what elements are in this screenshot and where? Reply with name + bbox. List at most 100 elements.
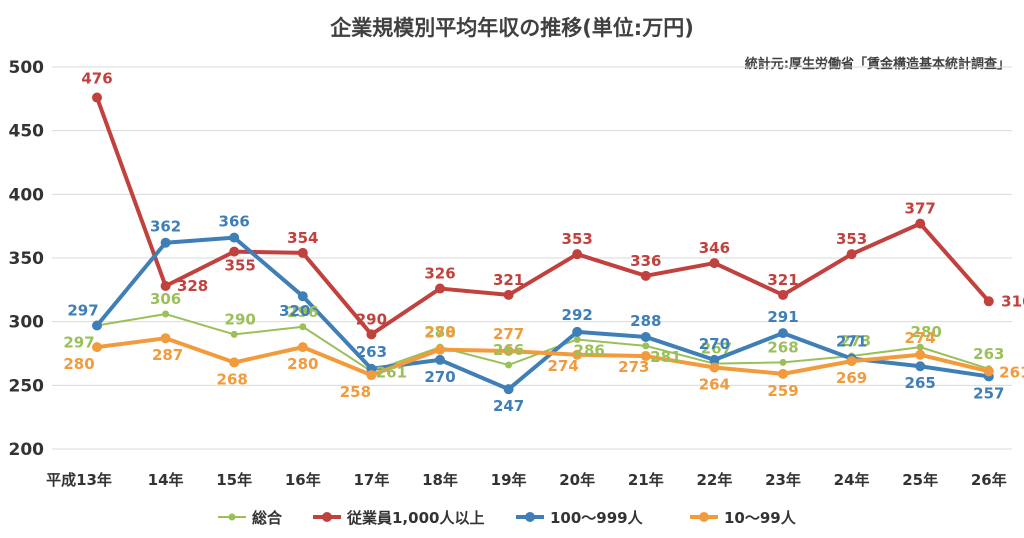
data-point <box>229 357 240 368</box>
data-label: 273 <box>618 358 649 376</box>
data-label: 261 <box>999 363 1024 381</box>
data-point <box>779 358 787 366</box>
legend-item-0: 総合 <box>218 509 283 527</box>
x-tick-label: 19年 <box>491 471 527 489</box>
data-point <box>366 370 377 381</box>
data-point <box>915 218 926 229</box>
data-point <box>297 247 308 258</box>
x-tick-label: 平成13年 <box>46 471 112 489</box>
data-point <box>778 368 788 379</box>
data-label: 354 <box>287 229 318 247</box>
data-label: 274 <box>548 357 579 375</box>
series-line <box>95 96 991 337</box>
legend: 総合 従業員1,000人以上 100〜999人 10〜99人 <box>218 509 797 527</box>
series-2 <box>92 232 994 395</box>
data-label: 264 <box>699 376 730 394</box>
data-point <box>503 289 514 300</box>
data-point <box>160 333 171 344</box>
data-point <box>709 362 720 373</box>
data-point <box>435 354 445 365</box>
legend-item-2: 100〜999人 <box>516 509 644 527</box>
data-point <box>640 351 651 362</box>
data-label: 278 <box>424 324 455 342</box>
data-point <box>92 320 102 331</box>
data-label: 290 <box>356 310 387 328</box>
data-label: 321 <box>767 271 798 289</box>
data-point <box>505 361 513 369</box>
data-point <box>572 249 583 260</box>
data-label: 306 <box>150 290 181 308</box>
data-point <box>435 283 445 294</box>
x-axis-ticks: 平成13年 14年 15年 16年 17年 18年 19年 20年 21年 22年 23年 24年 25… <box>46 471 1007 489</box>
legend-label: 従業員1,000人以上 <box>346 509 484 527</box>
data-label: 257 <box>973 384 1004 402</box>
data-label: 258 <box>340 383 371 401</box>
data-point <box>709 258 720 269</box>
legend-marker <box>228 513 236 521</box>
x-tick-label: 18年 <box>422 471 458 489</box>
data-label: 321 <box>493 271 524 289</box>
data-label: 366 <box>219 213 250 231</box>
data-point <box>229 232 240 243</box>
data-point <box>640 270 651 281</box>
grid-lines <box>52 66 1012 450</box>
data-label: 270 <box>699 335 730 353</box>
data-label: 328 <box>177 277 208 295</box>
data-point <box>983 366 994 377</box>
x-tick-label: 15年 <box>216 471 252 489</box>
x-tick-label: 25年 <box>902 471 938 489</box>
data-label: 346 <box>699 239 730 257</box>
data-point <box>297 291 308 302</box>
data-point <box>160 237 171 248</box>
data-label: 270 <box>424 368 455 386</box>
data-point <box>299 323 307 331</box>
data-label: 287 <box>152 346 183 364</box>
x-tick-label: 21年 <box>628 471 664 489</box>
data-label: 288 <box>630 312 661 330</box>
x-tick-label: 17年 <box>353 471 389 489</box>
data-label: 316 <box>1001 292 1024 310</box>
legend-label: 10〜99人 <box>724 509 797 527</box>
data-point <box>778 289 788 300</box>
y-tick-label: 250 <box>9 376 45 396</box>
data-label: 362 <box>150 218 181 236</box>
data-label: 476 <box>81 70 112 88</box>
data-label: 281 <box>650 348 681 366</box>
x-tick-label: 20年 <box>559 471 595 489</box>
y-tick-label: 500 <box>9 58 45 78</box>
data-label: 247 <box>493 397 524 415</box>
data-label: 261 <box>376 363 407 381</box>
data-label: 297 <box>63 333 94 351</box>
data-label: 297 <box>67 301 98 319</box>
data-point <box>503 384 514 395</box>
data-label: 266 <box>493 341 524 359</box>
x-tick-label: 22年 <box>696 471 732 489</box>
data-label: 355 <box>225 257 256 275</box>
data-point <box>983 296 994 307</box>
data-label: 280 <box>63 355 94 373</box>
data-point <box>92 92 102 103</box>
data-point <box>435 344 445 355</box>
y-axis-ticks: 200 250 300 350 400 450 500 <box>9 58 45 460</box>
data-point <box>366 329 377 340</box>
legend-item-1: 従業員1,000人以上 <box>313 509 484 527</box>
data-point <box>229 246 240 257</box>
legend-label: 総合 <box>252 509 283 527</box>
legend-marker <box>322 512 332 522</box>
y-tick-label: 400 <box>9 185 45 205</box>
data-label: 269 <box>836 369 867 387</box>
chart-title: 企業規模別平均年収の推移(単位:万円) <box>329 16 694 40</box>
data-label: 267 <box>701 340 732 358</box>
data-label: 353 <box>836 230 867 248</box>
legend-label: 100〜999人 <box>550 509 644 527</box>
data-label: 296 <box>287 303 318 321</box>
legend-marker <box>525 512 535 522</box>
data-label: 268 <box>767 338 798 356</box>
series-lines <box>92 92 994 395</box>
data-point <box>778 328 788 339</box>
data-point <box>162 310 170 318</box>
data-label: 271 <box>836 333 867 351</box>
data-point <box>92 342 102 353</box>
data-label: 336 <box>630 252 661 270</box>
